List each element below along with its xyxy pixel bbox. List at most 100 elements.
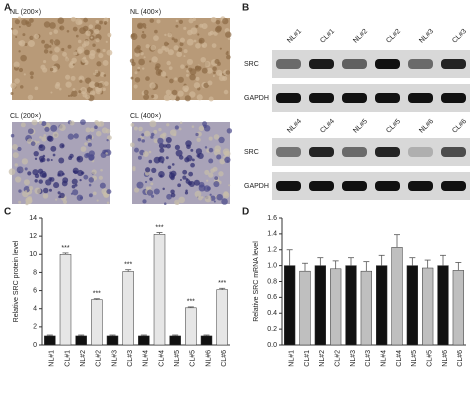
- tissue-speck: [179, 37, 185, 43]
- y-tick-label: 12: [29, 233, 37, 240]
- tissue-speck: [29, 71, 34, 76]
- tissue-speck: [58, 87, 62, 91]
- tissue-speck: [54, 83, 60, 89]
- tissue-speck: [193, 39, 197, 43]
- tissue-speck: [88, 81, 96, 89]
- bar: [284, 265, 296, 346]
- error-bar: [409, 257, 416, 266]
- x-tick-label: NL#2: [319, 350, 326, 367]
- tissue-speck: [57, 191, 61, 195]
- tissue-speck: [90, 36, 93, 39]
- y-tick-label: 14: [29, 215, 37, 222]
- tissue-speck: [170, 189, 175, 194]
- tissue-speck: [177, 183, 182, 188]
- tissue-speck: [167, 165, 172, 170]
- x-tick-label: NL#5: [411, 350, 418, 367]
- tissue-speck: [29, 18, 34, 23]
- tissue-speck: [166, 123, 170, 127]
- tissue-speck: [179, 42, 184, 47]
- tissue-speck: [152, 93, 159, 100]
- tissue-speck: [20, 54, 27, 62]
- tissue-speck: [98, 175, 103, 180]
- tissue-speck: [105, 152, 108, 155]
- tissue-speck: [149, 18, 155, 23]
- blot-band: [441, 93, 466, 103]
- tissue-speck: [27, 40, 35, 48]
- blot-band: [342, 147, 367, 157]
- tissue-speck: [204, 146, 208, 149]
- y-tick-label: 2: [33, 324, 37, 331]
- tissue-speck: [54, 46, 60, 53]
- tissue-speck: [166, 193, 172, 200]
- tissue-speck: [212, 166, 218, 172]
- tissue-speck: [157, 137, 164, 145]
- tissue-speck: [185, 140, 192, 147]
- blot-row-label: GAPDH: [244, 95, 269, 102]
- y-tick-label: 1.4: [267, 231, 277, 238]
- tissue-speck: [190, 148, 194, 152]
- tissue-speck: [201, 23, 208, 30]
- tissue-speck: [173, 45, 179, 51]
- panel-label: A: [4, 3, 11, 14]
- tissue-speck: [165, 89, 172, 96]
- tissue-speck: [202, 121, 208, 127]
- bar: [299, 270, 311, 346]
- error-bar: [172, 334, 179, 336]
- y-tick-label: 0.8: [267, 278, 277, 285]
- tissue-speck: [79, 79, 83, 83]
- tissue-speck: [225, 31, 232, 38]
- tissue-speck: [34, 86, 39, 91]
- bar: [185, 307, 197, 346]
- tissue-speck: [145, 76, 150, 81]
- tissue-speck: [142, 151, 149, 157]
- bar: [437, 265, 449, 346]
- error-bar: [109, 334, 116, 336]
- tissue-speck: [85, 127, 91, 133]
- tissue-speck: [65, 74, 71, 80]
- tissue-speck: [200, 57, 206, 63]
- tissue-speck: [17, 16, 22, 20]
- tissue-speck: [159, 156, 162, 160]
- tissue-speck: [73, 170, 78, 175]
- tissue-speck: [41, 172, 47, 178]
- tissue-speck: [102, 59, 109, 66]
- tissue-speck: [188, 67, 193, 72]
- tissue-speck: [70, 16, 76, 22]
- tissue-speck: [209, 193, 212, 196]
- tissue-speck: [72, 26, 78, 32]
- tissue-speck: [130, 123, 135, 127]
- tissue-speck: [165, 143, 171, 149]
- tissue-speck: [92, 43, 96, 47]
- tissue-speck: [163, 144, 167, 148]
- tissue-speck: [42, 67, 48, 73]
- tissue-speck: [141, 139, 145, 143]
- tissue-speck: [222, 191, 230, 199]
- x-tick-label: CL#1: [304, 350, 311, 367]
- tissue-speck: [140, 135, 143, 138]
- tissue-speck: [43, 60, 47, 64]
- tissue-speck: [77, 169, 84, 177]
- tissue-speck: [195, 42, 201, 49]
- lane-label: CL#2: [385, 28, 402, 45]
- tissue-speck: [141, 33, 147, 39]
- tissue-speck: [199, 23, 204, 28]
- bar: [200, 335, 213, 346]
- bar: [91, 299, 103, 346]
- tissue-speck: [53, 29, 59, 34]
- tissue-speck: [95, 130, 102, 137]
- blot-band: [276, 93, 301, 103]
- tissue-speck: [21, 19, 28, 26]
- bar: [75, 335, 87, 346]
- tissue-speck: [190, 162, 195, 168]
- tissue-speck: [92, 191, 97, 196]
- blot-band: [309, 93, 334, 103]
- tissue-speck: [151, 94, 155, 99]
- error-bar: [78, 334, 85, 336]
- tissue-speck: [49, 39, 54, 44]
- tissue-speck: [223, 89, 229, 95]
- x-tick-label: NL#2: [80, 350, 87, 367]
- blot-band: [408, 59, 433, 69]
- tissue-speck: [27, 171, 32, 176]
- tissue-speck: [75, 34, 79, 38]
